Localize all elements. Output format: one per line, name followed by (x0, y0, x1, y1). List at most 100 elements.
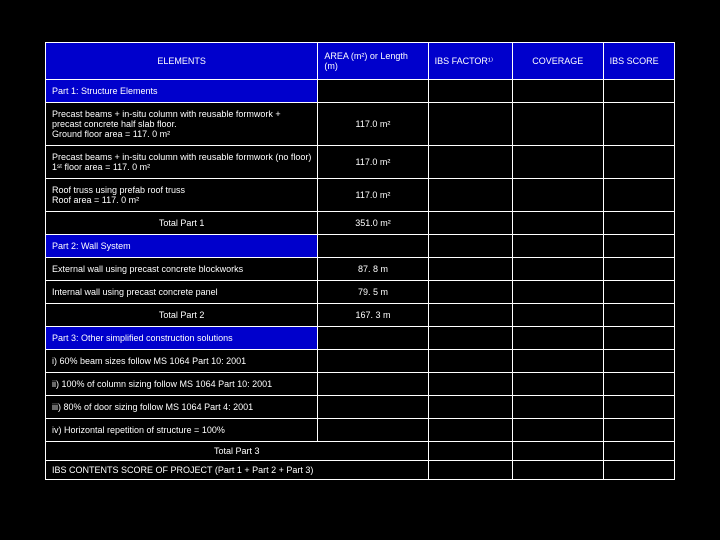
cell-empty (512, 350, 603, 373)
row-label: Precast beams + in-situ column with reus… (46, 103, 318, 146)
cell-empty (428, 146, 512, 179)
col-factor: IBS FACTOR¹⁾ (428, 43, 512, 80)
total-area: 167. 3 m (318, 304, 428, 327)
cell-empty (428, 304, 512, 327)
total-row: Total Part 2 167. 3 m (46, 304, 675, 327)
cell-empty (603, 80, 674, 103)
row-area: 79. 5 m (318, 281, 428, 304)
cell-empty (512, 80, 603, 103)
cell-empty (512, 327, 603, 350)
total-area: 351.0 m² (318, 212, 428, 235)
table-row: ii) 100% of column sizing follow MS 1064… (46, 373, 675, 396)
row-label: Precast beams + in-situ column with reus… (46, 146, 318, 179)
cell-empty (512, 373, 603, 396)
cell-empty (603, 461, 674, 480)
section-label: Part 1: Structure Elements (46, 80, 318, 103)
col-score: IBS SCORE (603, 43, 674, 80)
cell-empty (603, 146, 674, 179)
section-part3: Part 3: Other simplified construction so… (46, 327, 675, 350)
section-label: Part 2: Wall System (46, 235, 318, 258)
row-label: Roof truss using prefab roof truss Roof … (46, 179, 318, 212)
cell-empty (428, 373, 512, 396)
cell-empty (512, 396, 603, 419)
cell-empty (603, 396, 674, 419)
total-row: Total Part 3 (46, 442, 675, 461)
row-label: Internal wall using precast concrete pan… (46, 281, 318, 304)
row-label: External wall using precast concrete blo… (46, 258, 318, 281)
cell-empty (603, 304, 674, 327)
cell-empty (603, 103, 674, 146)
row-label: iv) Horizontal repetition of structure =… (46, 419, 318, 442)
cell-empty (603, 442, 674, 461)
row-area: 117.0 m² (318, 179, 428, 212)
cell-empty (512, 146, 603, 179)
cell-empty (603, 179, 674, 212)
cell-empty (428, 80, 512, 103)
cell-empty (512, 281, 603, 304)
cell-empty (318, 350, 428, 373)
cell-empty (318, 396, 428, 419)
cell-empty (318, 373, 428, 396)
cell-empty (318, 80, 428, 103)
final-label: IBS CONTENTS SCORE OF PROJECT (Part 1 + … (46, 461, 429, 480)
row-label: i) 60% beam sizes follow MS 1064 Part 10… (46, 350, 318, 373)
cell-empty (428, 235, 512, 258)
ibs-score-table: ELEMENTS AREA (m²) or Length (m) IBS FAC… (45, 42, 675, 480)
cell-empty (603, 212, 674, 235)
final-row: IBS CONTENTS SCORE OF PROJECT (Part 1 + … (46, 461, 675, 480)
cell-empty (428, 212, 512, 235)
cell-empty (428, 281, 512, 304)
col-elements: ELEMENTS (46, 43, 318, 80)
cell-empty (512, 212, 603, 235)
table-row: i) 60% beam sizes follow MS 1064 Part 10… (46, 350, 675, 373)
cell-empty (428, 396, 512, 419)
cell-empty (603, 258, 674, 281)
cell-empty (512, 258, 603, 281)
total-label: Total Part 2 (46, 304, 318, 327)
cell-empty (428, 442, 512, 461)
cell-empty (428, 258, 512, 281)
total-row: Total Part 1 351.0 m² (46, 212, 675, 235)
cell-empty (603, 327, 674, 350)
cell-empty (428, 350, 512, 373)
row-area: 117.0 m² (318, 146, 428, 179)
table-row: iii) 80% of door sizing follow MS 1064 P… (46, 396, 675, 419)
cell-empty (512, 304, 603, 327)
cell-empty (428, 179, 512, 212)
cell-empty (512, 235, 603, 258)
table-row: Roof truss using prefab roof truss Roof … (46, 179, 675, 212)
cell-empty (512, 461, 603, 480)
cell-empty (428, 461, 512, 480)
cell-empty (603, 235, 674, 258)
table-row: iv) Horizontal repetition of structure =… (46, 419, 675, 442)
col-coverage: COVERAGE (512, 43, 603, 80)
cell-empty (428, 327, 512, 350)
row-label: ii) 100% of column sizing follow MS 1064… (46, 373, 318, 396)
cell-empty (603, 419, 674, 442)
table-header: ELEMENTS AREA (m²) or Length (m) IBS FAC… (46, 43, 675, 80)
cell-empty (318, 419, 428, 442)
table-row: Precast beams + in-situ column with reus… (46, 103, 675, 146)
row-area: 87. 8 m (318, 258, 428, 281)
total-label: Total Part 1 (46, 212, 318, 235)
cell-empty (512, 179, 603, 212)
section-label: Part 3: Other simplified construction so… (46, 327, 318, 350)
cell-empty (603, 350, 674, 373)
cell-empty (603, 281, 674, 304)
table-row: Precast beams + in-situ column with reus… (46, 146, 675, 179)
cell-empty (428, 419, 512, 442)
cell-empty (512, 442, 603, 461)
cell-empty (318, 235, 428, 258)
section-part2: Part 2: Wall System (46, 235, 675, 258)
cell-empty (318, 327, 428, 350)
row-area: 117.0 m² (318, 103, 428, 146)
cell-empty (512, 103, 603, 146)
table-row: External wall using precast concrete blo… (46, 258, 675, 281)
total-label: Total Part 3 (46, 442, 429, 461)
cell-empty (603, 373, 674, 396)
cell-empty (512, 419, 603, 442)
section-part1: Part 1: Structure Elements (46, 80, 675, 103)
table-row: Internal wall using precast concrete pan… (46, 281, 675, 304)
col-area: AREA (m²) or Length (m) (318, 43, 428, 80)
cell-empty (428, 103, 512, 146)
